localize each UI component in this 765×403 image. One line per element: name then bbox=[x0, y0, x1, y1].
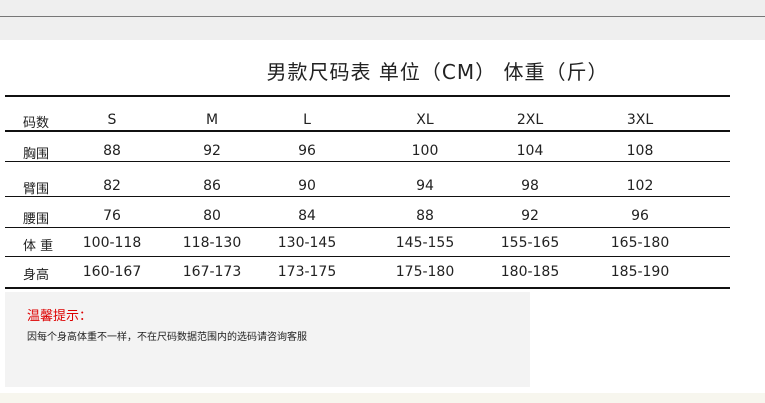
table-cell: 155-165 bbox=[500, 235, 560, 251]
row-label: 臂围 bbox=[23, 182, 50, 197]
table-cell: 100-118 bbox=[82, 235, 142, 251]
table-cell: 92 bbox=[203, 143, 221, 159]
header-texture bbox=[0, 0, 765, 40]
table-cell: 92 bbox=[521, 208, 539, 224]
size-header: 3XL bbox=[626, 112, 654, 128]
notice-box bbox=[5, 292, 530, 387]
table-cell: 100 bbox=[411, 143, 439, 159]
table-cell: 102 bbox=[626, 178, 654, 194]
notice-title: 温馨提示： bbox=[27, 309, 93, 324]
divider bbox=[5, 256, 730, 257]
table-cell: 88 bbox=[103, 143, 121, 159]
table-cell: 86 bbox=[203, 178, 221, 194]
size-header: L bbox=[303, 112, 311, 128]
table-cell: 185-190 bbox=[610, 264, 670, 280]
table-cell: 88 bbox=[416, 208, 434, 224]
table-cell: 145-155 bbox=[395, 235, 455, 251]
row-label: 体 重 bbox=[23, 239, 54, 254]
table-cell: 84 bbox=[298, 208, 316, 224]
divider bbox=[5, 227, 730, 228]
table-cell: 173-175 bbox=[277, 264, 337, 280]
table-cell: 160-167 bbox=[82, 264, 142, 280]
size-header: XL bbox=[416, 112, 434, 128]
table-cell: 167-173 bbox=[182, 264, 242, 280]
table-cell: 175-180 bbox=[395, 264, 455, 280]
table-cell: 90 bbox=[298, 178, 316, 194]
size-header: S bbox=[107, 112, 117, 128]
table-cell: 98 bbox=[521, 178, 539, 194]
table-cell: 118-130 bbox=[182, 235, 242, 251]
size-header: 2XL bbox=[516, 112, 544, 128]
table-cell: 76 bbox=[103, 208, 121, 224]
table-cell: 96 bbox=[631, 208, 649, 224]
divider bbox=[5, 161, 730, 162]
divider bbox=[5, 196, 730, 197]
table-cell: 96 bbox=[298, 143, 316, 159]
table-cell: 82 bbox=[103, 178, 121, 194]
divider bbox=[5, 95, 730, 97]
table-cell: 104 bbox=[516, 143, 544, 159]
divider bbox=[5, 287, 730, 289]
size-header: M bbox=[205, 112, 219, 128]
page-title: 男款尺码表 单位（CM） 体重（斤） bbox=[266, 60, 609, 84]
table-cell: 80 bbox=[203, 208, 221, 224]
table-cell: 165-180 bbox=[610, 235, 670, 251]
divider bbox=[0, 16, 765, 17]
bottom-strip bbox=[0, 393, 765, 403]
table-cell: 130-145 bbox=[277, 235, 337, 251]
table-cell: 108 bbox=[626, 143, 654, 159]
header-label: 码数 bbox=[23, 116, 50, 131]
row-label: 胸围 bbox=[23, 147, 50, 162]
table-cell: 94 bbox=[416, 178, 434, 194]
row-label: 身高 bbox=[23, 268, 50, 283]
row-label: 腰围 bbox=[23, 212, 50, 227]
divider bbox=[5, 130, 730, 132]
notice-text: 因每个身高体重不一样，不在尺码数据范围内的选码请咨询客服 bbox=[27, 332, 307, 343]
table-cell: 180-185 bbox=[500, 264, 560, 280]
